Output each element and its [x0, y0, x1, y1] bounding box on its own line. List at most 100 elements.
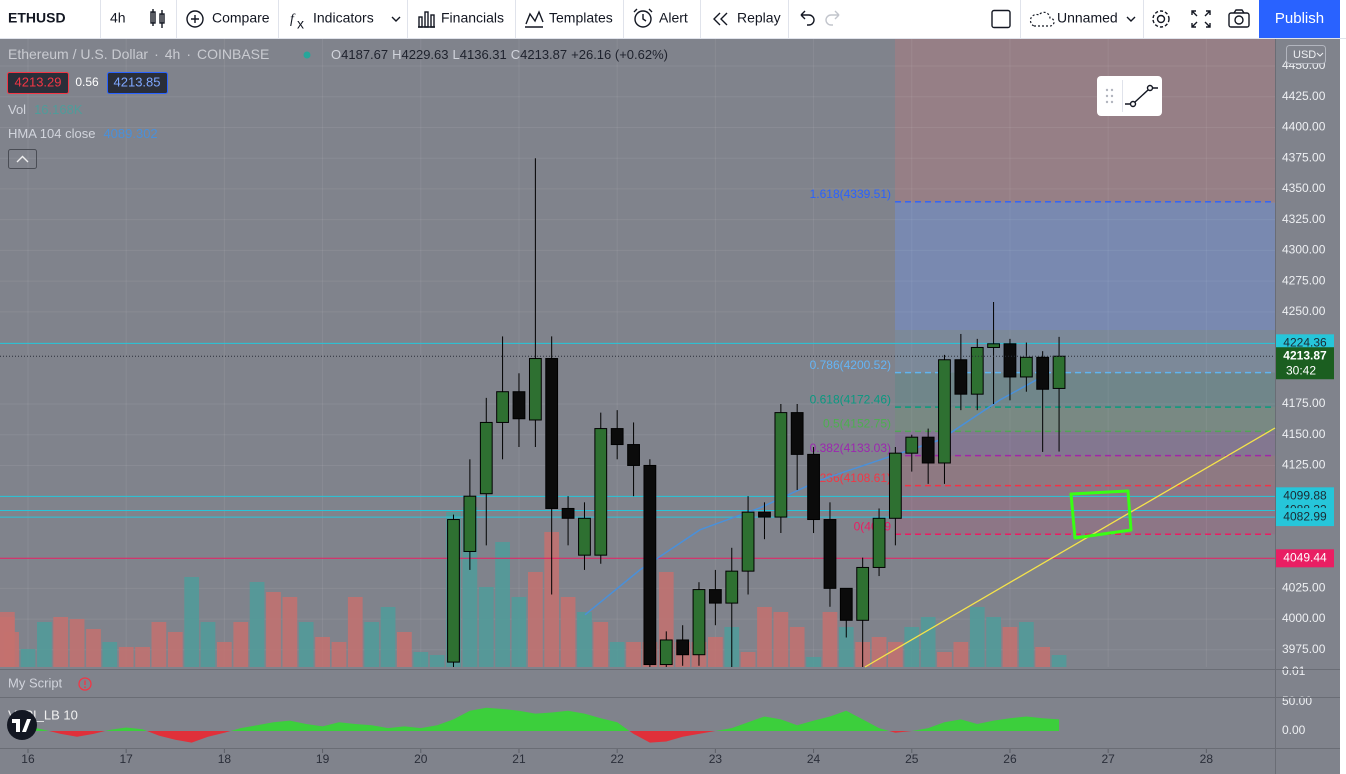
fib-label: 1.618(4339.51) [810, 187, 891, 201]
c-label: C [511, 47, 520, 62]
y-tick-label: 0.00 [1282, 723, 1306, 737]
hma-label: HMA 104 close [8, 126, 95, 141]
volume-bar [544, 532, 560, 667]
y-tick-label: 4025.00 [1282, 581, 1326, 595]
volume-bar [102, 642, 118, 667]
chart-style-button[interactable] [150, 9, 165, 28]
level-label-box [1276, 508, 1334, 527]
candle-body [528, 358, 542, 421]
trend-line-tool[interactable] [1125, 84, 1158, 108]
fib-band [895, 372, 1275, 408]
candle-body [970, 346, 984, 395]
indicator-panes [11, 707, 1060, 743]
drag-handle[interactable] [1105, 88, 1114, 104]
level-label-box [1276, 549, 1334, 568]
layout-name[interactable]: Unnamed [1057, 10, 1118, 26]
hma-value: 4089.302 [103, 126, 157, 141]
cloud-icon [1029, 11, 1055, 27]
volume-bar [0, 617, 15, 667]
ask-box[interactable] [107, 72, 168, 94]
right-edge [1340, 38, 1346, 774]
y-tick-label: 4400.00 [1282, 120, 1326, 134]
market-status [303, 51, 311, 59]
o-value: 4187.67 [341, 47, 388, 62]
currency-button[interactable] [1286, 45, 1326, 64]
candle-body [496, 391, 509, 423]
fib-label: 0.5(4152.75) [823, 417, 891, 431]
x-tick-label: 20 [414, 752, 428, 766]
candle-body [790, 412, 804, 455]
volume-label: Vol [8, 102, 26, 117]
l-label: L [453, 47, 460, 62]
last-price-label: 4213.87 [1283, 348, 1327, 362]
symbol-search[interactable]: ETHUSD [8, 10, 66, 26]
collapse-legend-button[interactable] [8, 149, 37, 169]
my-script-title: My Script [8, 675, 63, 690]
select-layout-button[interactable] [991, 9, 1011, 29]
x-tick-label: 26 [1003, 752, 1017, 766]
legend-dot: · [154, 46, 159, 62]
indicators-dropdown[interactable] [391, 16, 401, 22]
last-price-box [1276, 347, 1334, 380]
y-tick-label: 4175.00 [1282, 396, 1326, 410]
l-value: 4136.31 [460, 47, 507, 62]
bid-box[interactable] [7, 72, 69, 94]
candle-body [708, 589, 722, 604]
templates-button[interactable]: Templates [549, 10, 613, 26]
h-value: 4229.63 [402, 47, 449, 62]
symbol-name: Ethereum / U.S. Dollar [8, 46, 148, 62]
volume-value: 16.168K [34, 102, 83, 117]
compare-button[interactable]: Compare [212, 10, 270, 26]
script-error-icon[interactable] [78, 677, 92, 691]
redo-button[interactable] [825, 10, 840, 26]
y-tick-label: 0.01 [1282, 664, 1306, 678]
fib-label: 0.786(4200.52) [810, 358, 891, 372]
fullscreen-button[interactable] [1191, 10, 1211, 28]
legend-exchange: COINBASE [197, 46, 269, 62]
candle-body [1052, 355, 1066, 389]
volume-bar [37, 622, 52, 667]
volume-bar [315, 637, 330, 667]
c-value: 4213.87 [520, 47, 567, 62]
layout-dropdown[interactable] [1126, 16, 1136, 22]
volume-bar [20, 649, 36, 667]
tradingview-logo-mark [12, 719, 31, 732]
indicators-button[interactable]: Indicators [313, 10, 374, 26]
publish-label: Publish [1275, 10, 1324, 27]
settings-button[interactable] [1152, 10, 1170, 28]
bid: 4213.29 [15, 74, 62, 89]
indicators-icon: x [297, 16, 304, 32]
publish-button[interactable] [1259, 0, 1340, 38]
volume-bar [773, 612, 789, 667]
fib-band [895, 201, 1275, 373]
replay-button[interactable]: Replay [737, 10, 781, 26]
snapshot-button[interactable] [1228, 9, 1250, 28]
y-tick-label: 4300.00 [1282, 243, 1326, 257]
bar-countdown: 30:42 [1286, 363, 1316, 377]
volume-bar [380, 607, 396, 667]
x-tick-label: 18 [218, 752, 232, 766]
y-tick-label: 4325.00 [1282, 212, 1326, 226]
financials-button[interactable]: Financials [441, 10, 504, 26]
candle-body [954, 359, 968, 395]
spread: 0.56 [75, 75, 99, 89]
interval-button[interactable]: 4h [110, 10, 126, 26]
tradingview-logo[interactable] [7, 710, 37, 740]
trend-line[interactable] [864, 427, 1276, 668]
volume-bar [1002, 627, 1018, 667]
highlight-box[interactable] [1069, 489, 1133, 540]
volume-bar [233, 622, 249, 667]
x-tick-label: 24 [807, 752, 821, 766]
axes: 16 17 18 19 20 21 22 23 24 25 26 27 284450.004425.00… [21, 45, 1334, 766]
volume-bar [266, 592, 281, 667]
volume-bar [757, 607, 772, 667]
alert-button[interactable]: Alert [659, 10, 688, 26]
volume-bar [953, 642, 969, 667]
candle-body [856, 566, 870, 621]
undo-button[interactable] [800, 10, 815, 26]
x-tick-label: 27 [1101, 752, 1115, 766]
volume-bar [609, 642, 625, 667]
fib-label: 0.618(4172.46) [810, 392, 891, 406]
hma-legend: HMA 104 close 4089.302 [8, 126, 158, 141]
volume-bar [888, 642, 903, 667]
